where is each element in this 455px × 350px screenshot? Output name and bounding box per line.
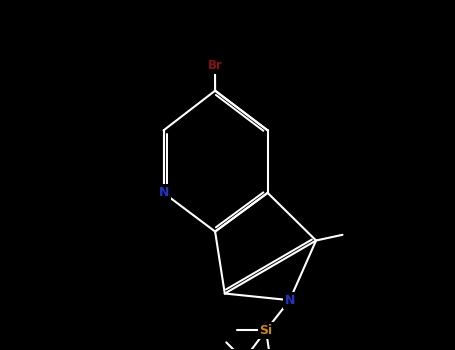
Text: Br: Br (207, 60, 222, 72)
Text: Si: Si (259, 324, 273, 337)
Text: N: N (284, 294, 295, 307)
Text: N: N (158, 186, 169, 200)
